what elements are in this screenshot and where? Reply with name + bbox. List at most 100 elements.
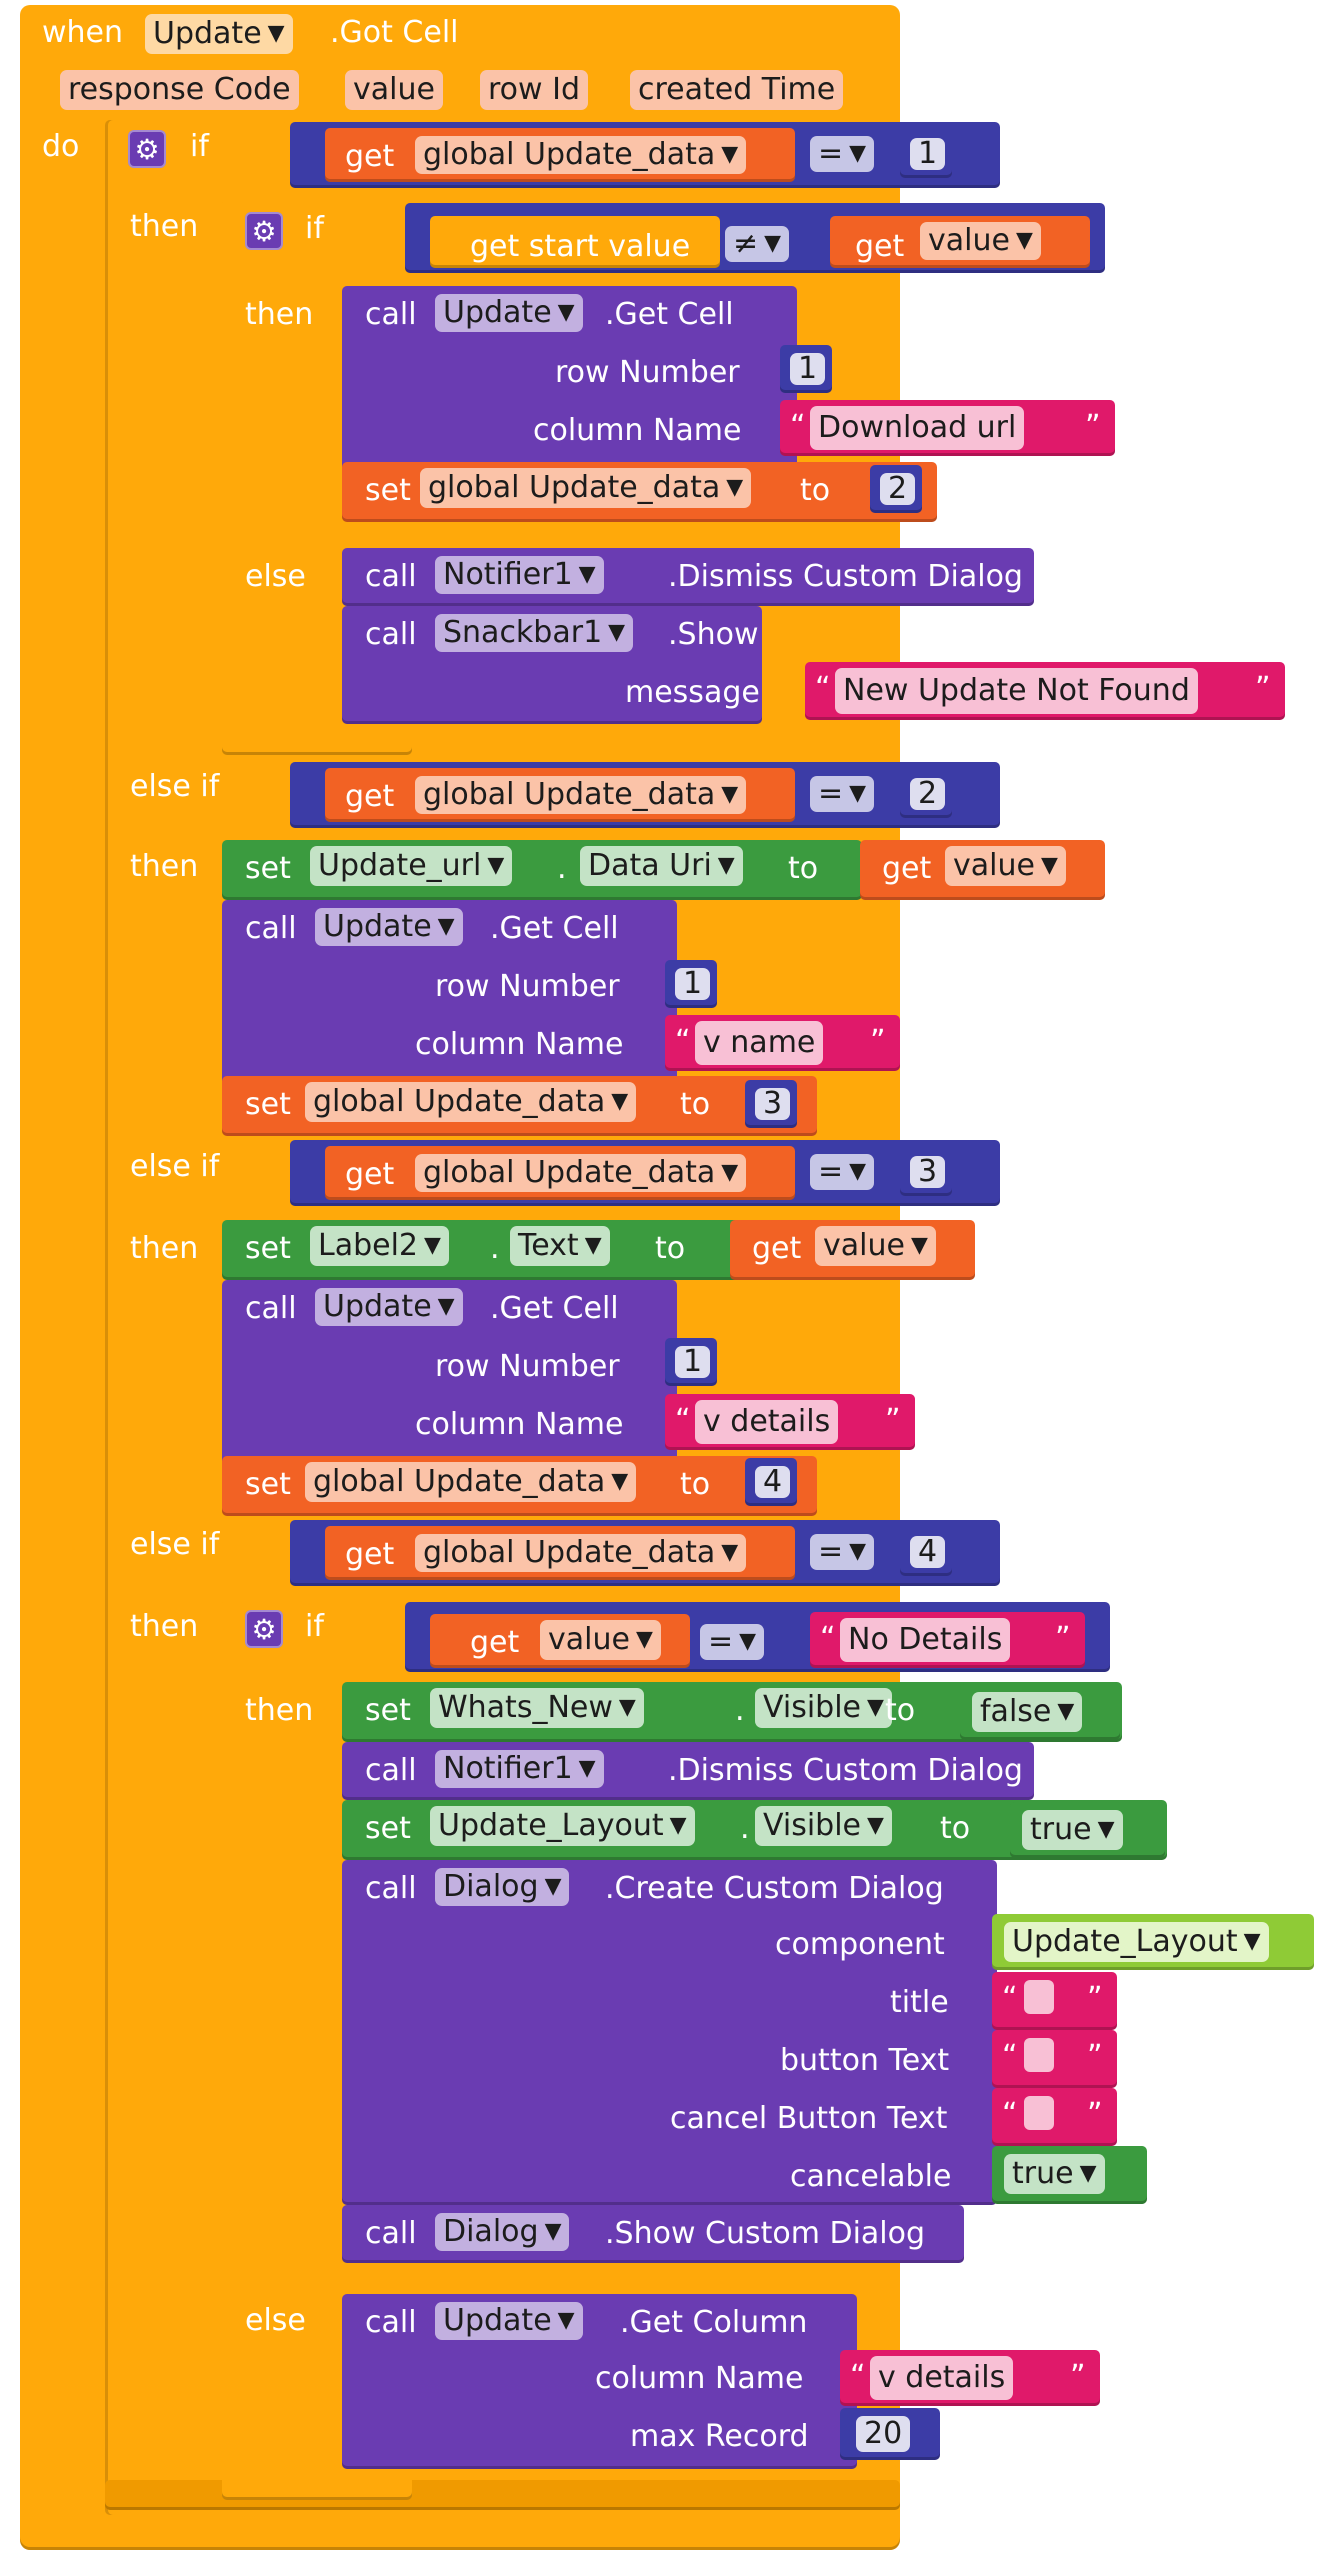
dropdown-arrow-icon[interactable]: ▼ [424,1233,441,1258]
update-layout-component-dropdown[interactable]: Update_Layout ▼ [1004,1922,1269,1962]
dropdown-arrow-icon[interactable]: ▼ [557,300,575,325]
dropdown-arrow-icon[interactable]: ▼ [578,1756,596,1781]
dropdown-arrow-icon[interactable]: ▼ [437,1294,455,1319]
dropdown-arrow-icon[interactable]: ▼ [584,1233,602,1258]
gear-icon[interactable]: ⚙ [245,212,283,250]
dropdown-arrow-icon[interactable]: ▼ [726,475,744,500]
dropdown-arrow-icon[interactable]: ▼ [1057,1699,1075,1724]
dropdown-arrow-icon[interactable]: ▼ [669,1813,687,1838]
start-value-getter[interactable] [430,216,720,268]
v-details-string[interactable]: v details [695,1400,839,1444]
dropdown-arrow-icon[interactable]: ▼ [849,1539,867,1564]
condition-update-data-eq-2-right[interactable]: 2 [910,778,946,810]
cancel-button-text-string-block[interactable] [992,2088,1117,2146]
dropdown-arrow-icon[interactable]: ▼ [267,21,285,46]
dropdown-arrow-icon[interactable]: ▼ [867,1813,884,1838]
dropdown-arrow-icon[interactable]: ▼ [717,853,735,878]
dropdown-arrow-icon[interactable]: ▼ [1040,853,1058,878]
dropdown-arrow-icon[interactable]: ▼ [1097,1817,1115,1842]
dropdown-arrow-icon[interactable]: ▼ [557,2308,575,2333]
update-component-dropdown[interactable]: Update ▼ [315,908,463,946]
gear-icon[interactable]: ⚙ [128,130,166,168]
dropdown-arrow-icon[interactable]: ▼ [635,1627,653,1652]
dropdown-arrow-icon[interactable]: ▼ [611,1469,629,1494]
dropdown-arrow-icon[interactable]: ▼ [867,1695,884,1720]
update-component-dropdown[interactable]: Update ▼ [435,294,583,332]
update-data-dropdown[interactable]: global Update_data ▼ [420,468,752,508]
value-dropdown[interactable]: value ▼ [540,1620,661,1660]
update-data-dropdown[interactable]: global Update_data ▼ [305,1082,637,1122]
max-record-20[interactable]: 20 [856,2416,911,2452]
dropdown-arrow-icon[interactable]: ▼ [849,141,867,166]
update-layout-dropdown[interactable]: Update_Layout ▼ [430,1806,695,1846]
dropdown-arrow-icon[interactable]: ▼ [1243,1929,1261,1954]
dropdown-arrow-icon[interactable]: ▼ [721,142,739,167]
condition-update-data-eq-2-left[interactable]: global Update_data ▼ [415,776,747,814]
event-param-0[interactable]: response Code [60,70,299,110]
event-param-2[interactable]: row Id [480,70,588,110]
dialog-component-dropdown[interactable]: Dialog ▼ [435,2213,570,2251]
condition-update-data-eq-1-operator[interactable]: = ▼ [810,136,875,172]
not-found-string[interactable]: New Update Not Found [835,668,1198,714]
row-number-1[interactable]: 1 [675,1346,711,1378]
data-uri-dropdown[interactable]: Data Uri ▼ [580,846,743,886]
row-number-1[interactable]: 1 [675,968,711,1000]
value-dropdown[interactable]: value ▼ [945,846,1066,886]
visible-dropdown[interactable]: Visible ▼ [755,1806,892,1846]
notifier-component-dropdown[interactable]: Notifier1 ▼ [435,1750,604,1788]
notifier-component-dropdown[interactable]: Notifier1 ▼ [435,556,604,594]
dropdown-arrow-icon[interactable]: ▼ [544,1874,562,1899]
condition-update-data-eq-3-right[interactable]: 3 [910,1156,946,1188]
condition-update-data-eq-4-right[interactable]: 4 [910,1536,946,1568]
dropdown-arrow-icon[interactable]: ▼ [739,1629,757,1654]
set-value-2[interactable]: 2 [880,473,916,505]
true-dropdown[interactable]: true ▼ [1004,2154,1105,2194]
button-text-string-block[interactable] [992,2030,1117,2088]
value-dropdown[interactable]: value ▼ [920,222,1041,260]
update-component-dropdown[interactable]: Update ▼ [435,2302,583,2340]
event-component-dropdown[interactable]: Update ▼ [145,14,293,54]
dropdown-arrow-icon[interactable]: ▼ [1015,228,1033,253]
condition-update-data-eq-4-operator[interactable]: = ▼ [810,1534,875,1570]
v-details-string[interactable]: v details [870,2356,1014,2400]
download-url-string[interactable]: Download url [810,406,1025,450]
dropdown-arrow-icon[interactable]: ▼ [618,1695,636,1720]
label2-dropdown[interactable]: Label2 ▼ [310,1226,449,1266]
event-param-3[interactable]: created Time [630,70,844,110]
cancel-button-text-string-empty[interactable] [1024,2096,1054,2130]
dropdown-arrow-icon[interactable]: ▼ [764,231,782,256]
condition-update-data-eq-1-right[interactable]: 1 [910,138,946,170]
dropdown-arrow-icon[interactable]: ▼ [578,562,596,587]
true-dropdown[interactable]: true ▼ [1022,1810,1123,1850]
dropdown-arrow-icon[interactable]: ▼ [721,1540,739,1565]
snackbar-component-dropdown[interactable]: Snackbar1 ▼ [435,614,634,652]
condition-update-data-eq-4-left[interactable]: global Update_data ▼ [415,1534,747,1572]
event-param-1[interactable]: value [345,70,443,110]
update-url-dropdown[interactable]: Update_url ▼ [310,846,513,886]
title-string-block[interactable] [992,1972,1117,2030]
dropdown-arrow-icon[interactable]: ▼ [611,1089,629,1114]
set-value-4[interactable]: 4 [755,1466,791,1498]
update-component-dropdown[interactable]: Update ▼ [315,1288,463,1326]
dropdown-arrow-icon[interactable]: ▼ [437,914,455,939]
row-number-1[interactable]: 1 [790,353,826,385]
set-value-3[interactable]: 3 [755,1088,791,1120]
dropdown-arrow-icon[interactable]: ▼ [849,781,867,806]
dropdown-arrow-icon[interactable]: ▼ [849,1159,867,1184]
value-dropdown[interactable]: value ▼ [815,1226,936,1266]
dropdown-arrow-icon[interactable]: ▼ [721,782,739,807]
call-update-get-column[interactable] [342,2294,857,2469]
dropdown-arrow-icon[interactable]: ▼ [487,853,505,878]
condition-update-data-eq-3-operator[interactable]: = ▼ [810,1154,875,1190]
condition-update-data-eq-2-operator[interactable]: = ▼ [810,776,875,812]
condition-update-data-eq-3-left[interactable]: global Update_data ▼ [415,1154,747,1192]
dropdown-arrow-icon[interactable]: ▼ [1079,2161,1097,2186]
title-string-empty[interactable] [1024,1980,1054,2014]
gear-icon[interactable]: ⚙ [245,1610,283,1648]
dropdown-arrow-icon[interactable]: ▼ [544,2219,562,2244]
button-text-string-empty[interactable] [1024,2038,1054,2072]
call-dialog-create-custom-dialog[interactable] [342,1860,997,2205]
neq-operator[interactable]: ≠ ▼ [725,226,790,262]
whats-new-dropdown[interactable]: Whats_New ▼ [430,1688,644,1728]
